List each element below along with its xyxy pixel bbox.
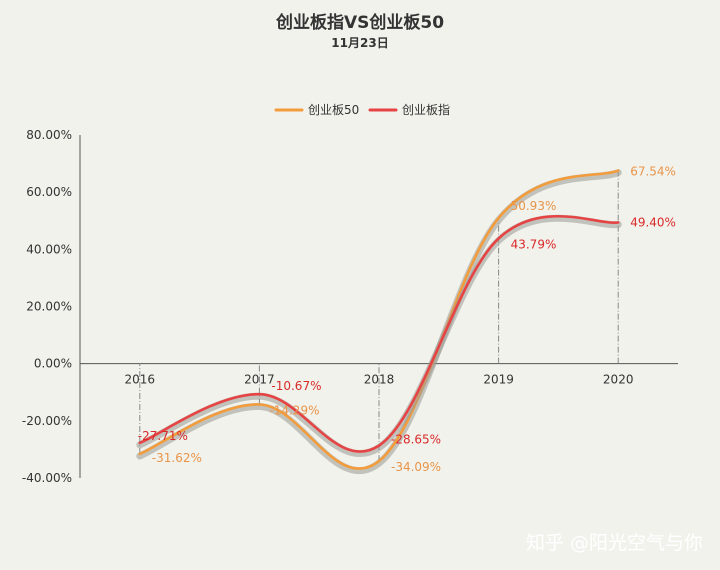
series-shadow — [136, 169, 622, 475]
series-line — [138, 169, 620, 470]
chart-subtitle: 11月23日 — [331, 36, 388, 50]
legend: 创业板50 创业板指 — [274, 102, 450, 117]
data-label: -10.67% — [271, 379, 321, 393]
series-line — [138, 214, 620, 453]
data-labels: -31.62% -14.29% -34.09% 50.93% 67.54% -27.71%… — [138, 165, 676, 474]
y-tick-label: 40.00% — [26, 242, 72, 256]
data-label: 49.40% — [630, 215, 676, 229]
legend-label: 创业板指 — [402, 102, 450, 117]
y-tick-label: 60.00% — [26, 185, 72, 199]
y-tick-label: -20.00% — [22, 414, 72, 428]
legend-label: 创业板50 — [308, 103, 359, 117]
y-tick-label: 0.00% — [34, 357, 72, 371]
data-label: -31.62% — [152, 451, 202, 465]
data-label: -34.09% — [391, 460, 441, 474]
data-label: 67.54% — [630, 165, 676, 179]
data-label: 43.79% — [511, 238, 557, 252]
series-layer — [136, 169, 622, 475]
axes: 80.00% 60.00% 40.00% 20.00% 0.00% -20.00% -40.… — [22, 128, 678, 485]
x-tick-label: 2019 — [483, 373, 514, 387]
y-tick-label: 20.00% — [26, 300, 72, 314]
chart-title: 创业板指VS创业板50 — [275, 12, 444, 33]
data-label: 50.93% — [511, 199, 557, 213]
x-tick-label: 2020 — [603, 373, 634, 387]
data-label: -27.71% — [138, 429, 188, 443]
y-tick-label: -40.00% — [22, 471, 72, 485]
data-label: -28.65% — [391, 433, 441, 447]
series-shadow — [136, 214, 622, 458]
y-tick-label: 80.00% — [26, 128, 72, 142]
watermark: 知乎 @阳光空气与你 — [526, 532, 703, 554]
data-label: -14.29% — [269, 404, 319, 418]
